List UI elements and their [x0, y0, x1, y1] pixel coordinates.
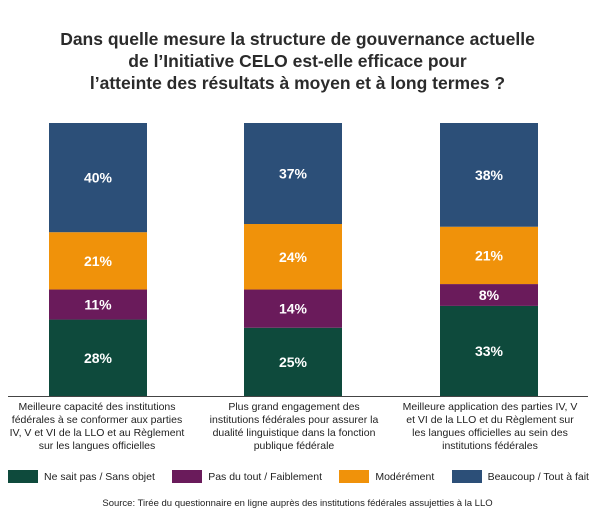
chart-title-line-2: de l’Initiative CELO est-elle efficace p… — [128, 51, 467, 71]
category-label-2: Plus grand engagement des institutions f… — [209, 401, 379, 452]
legend-item-moderement: Modérément — [339, 470, 434, 483]
bar-segment-2-2 — [244, 289, 342, 328]
bar-value-label-1-4: 40% — [84, 170, 113, 186]
legend-label-beaucoup: Beaucoup / Tout à fait — [487, 470, 589, 483]
bar-segment-2-4 — [244, 123, 342, 225]
legend-swatch-beaucoup — [451, 470, 482, 483]
chart-legend: Ne sait pas / Sans objet Pas du tout / F… — [8, 470, 589, 483]
chart-title-line-3: l’atteinte des résultats à moyen et à lo… — [89, 73, 506, 93]
legend-swatch-pas-du-tout — [172, 470, 203, 483]
bar-segment-1-4 — [49, 123, 147, 233]
category-label-3: Meilleure application des parties IV, V … — [402, 401, 578, 452]
bar-value-label-2-1: 25% — [279, 354, 308, 370]
bar-value-label-3-2: 8% — [479, 287, 500, 303]
bar-value-label-2-2: 14% — [279, 301, 308, 317]
bar-value-label-3-1: 33% — [475, 343, 504, 359]
legend-label-moderement: Modérément — [375, 470, 435, 483]
chart-title: Dans quelle mesure la structure de gouve… — [0, 28, 595, 94]
legend-swatch-ne-sait-pas — [8, 470, 38, 483]
category-label-1: Meilleure capacité des institutions fédé… — [9, 401, 185, 452]
legend-item-ne-sait-pas: Ne sait pas / Sans objet — [8, 470, 155, 483]
bar-segment-3-4 — [440, 123, 538, 227]
bar-value-label-1-3: 21% — [84, 253, 113, 269]
bar-segment-1-1 — [49, 319, 147, 396]
legend-swatch-moderement — [339, 470, 370, 483]
bar-segment-3-1 — [440, 305, 538, 396]
legend-label-pas-du-tout: Pas du tout / Faiblement — [208, 470, 323, 483]
bar-value-label-3-3: 21% — [475, 247, 504, 263]
legend-item-beaucoup: Beaucoup / Tout à fait — [451, 470, 589, 483]
source-note: Source: Tirée du questionnaire en ligne … — [102, 498, 493, 509]
bar-segment-1-3 — [49, 232, 147, 290]
bar-value-label-3-4: 38% — [475, 167, 504, 183]
chart-title-line-1: Dans quelle mesure la structure de gouve… — [60, 29, 535, 49]
bar-segment-3-2 — [440, 284, 538, 306]
bar-value-label-1-2: 11% — [84, 297, 112, 313]
bar-segment-2-1 — [244, 327, 342, 396]
bar-segment-3-3 — [440, 226, 538, 285]
bar-value-label-2-4: 37% — [279, 166, 308, 182]
bar-segment-1-2 — [49, 289, 147, 320]
bar-value-label-2-3: 24% — [279, 249, 308, 265]
bar-segment-2-3 — [244, 224, 342, 290]
legend-item-pas-du-tout: Pas du tout / Faiblement — [172, 470, 322, 483]
bar-value-label-1-1: 28% — [84, 350, 113, 366]
legend-label-ne-sait-pas: Ne sait pas / Sans objet — [44, 470, 155, 483]
